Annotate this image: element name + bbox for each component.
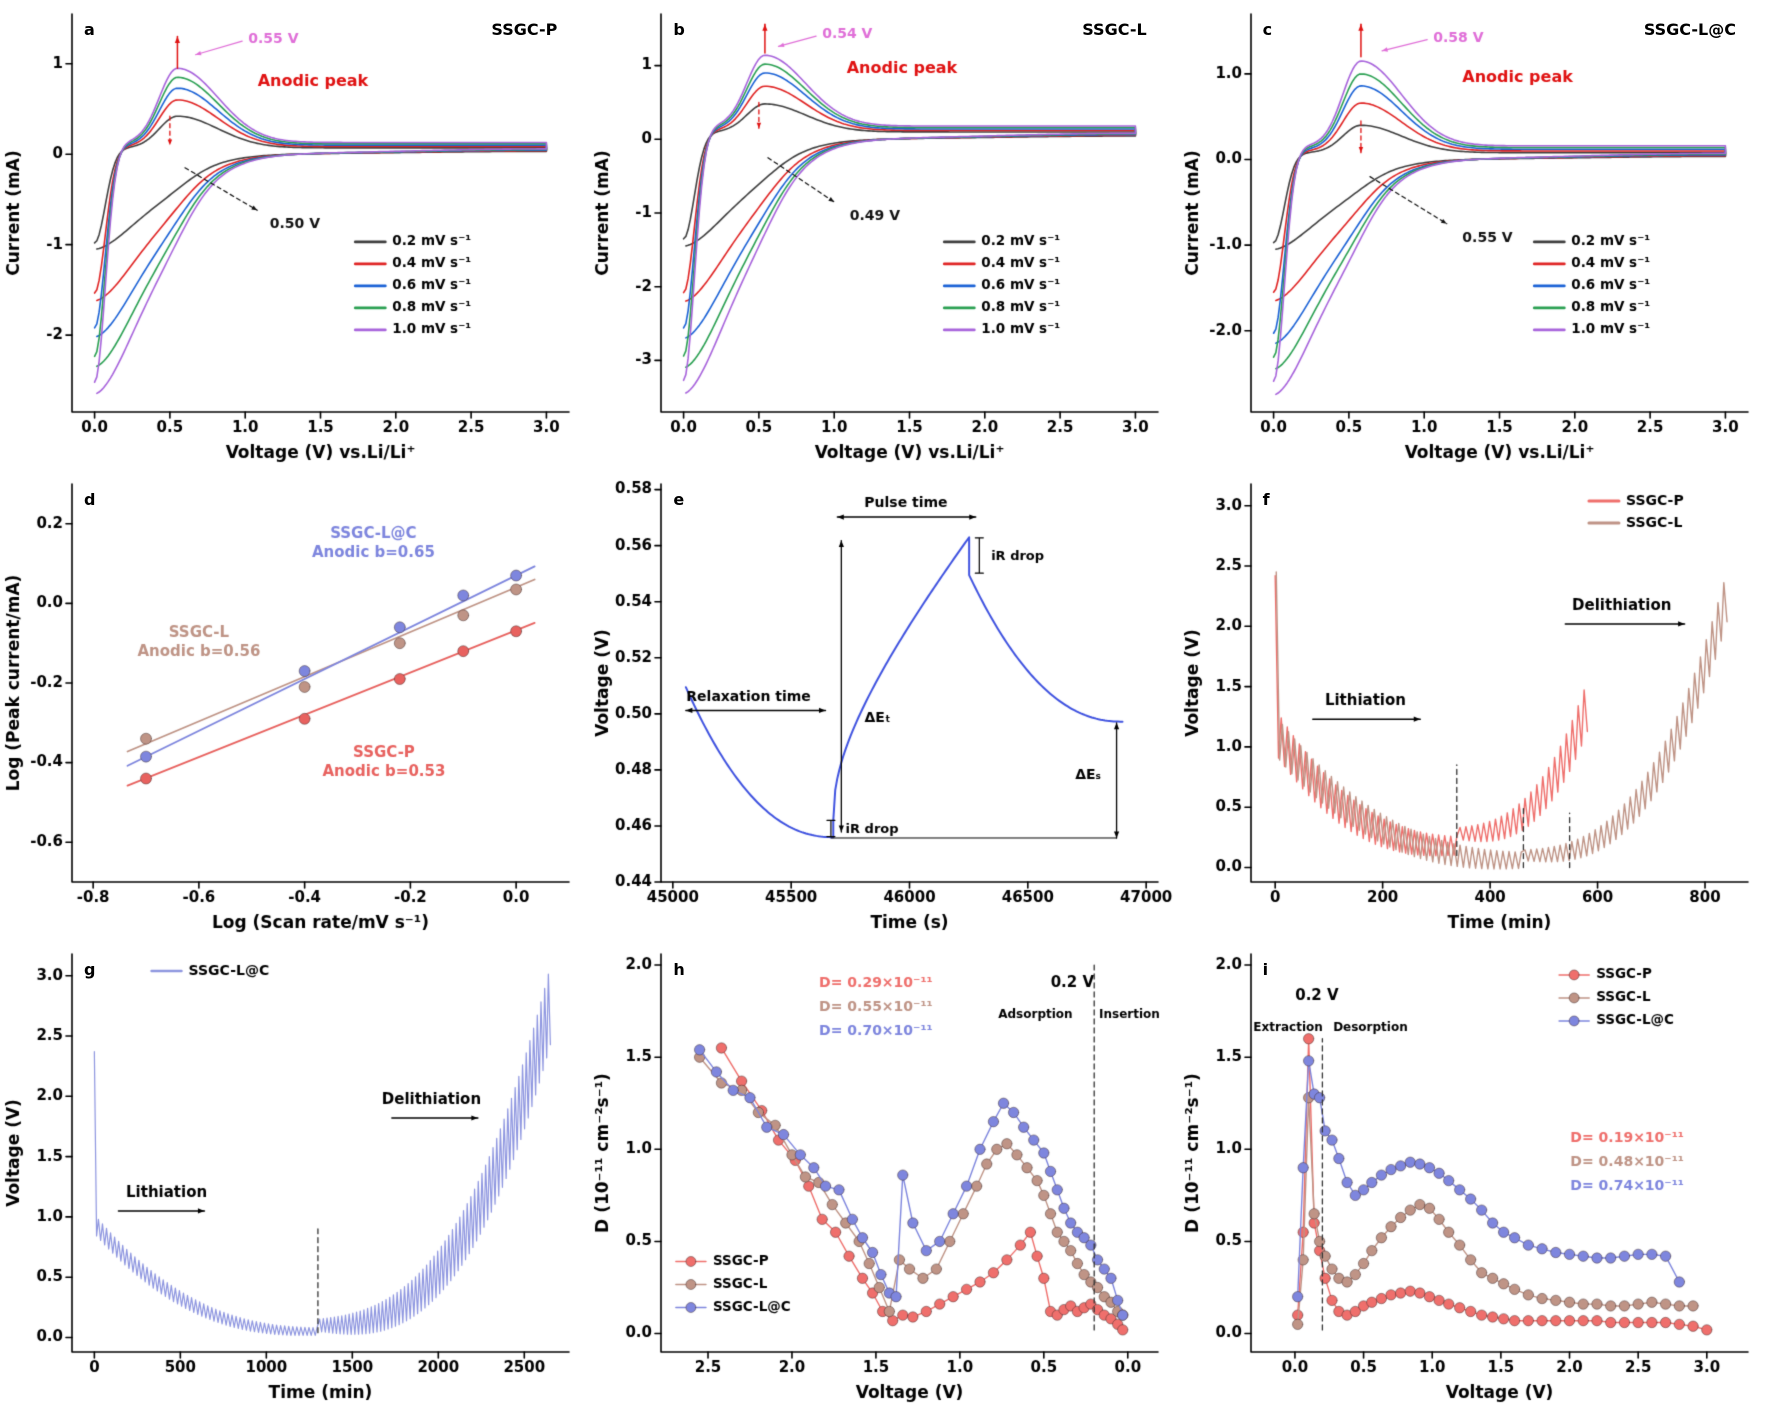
panel-d: d <box>0 470 589 940</box>
panel-b: b SSGC-L <box>589 0 1179 470</box>
panel-i-canvas <box>1178 940 1768 1410</box>
panel-g-canvas <box>0 940 589 1410</box>
panel-a-letter: a <box>84 20 95 39</box>
panel-h-letter: h <box>673 960 685 979</box>
panel-i-letter: i <box>1262 960 1269 979</box>
panel-c-canvas <box>1178 0 1768 470</box>
panel-c-title: SSGC-L@C <box>1643 20 1736 39</box>
panel-b-letter: b <box>673 20 685 39</box>
panel-a: a SSGC-P <box>0 0 589 470</box>
panel-e: e <box>589 470 1179 940</box>
panel-e-letter: e <box>673 490 685 509</box>
panel-d-letter: d <box>84 490 96 509</box>
panel-e-canvas <box>589 470 1179 940</box>
panel-g: g <box>0 940 589 1410</box>
panel-b-canvas <box>589 0 1179 470</box>
panel-c: c SSGC-L@C <box>1178 0 1768 470</box>
panel-f: f <box>1178 470 1768 940</box>
panel-i: i <box>1178 940 1768 1410</box>
panel-f-canvas <box>1178 470 1768 940</box>
panel-b-title: SSGC-L <box>1082 20 1147 39</box>
panel-c-letter: c <box>1262 20 1273 39</box>
panel-f-letter: f <box>1262 490 1270 509</box>
panel-h-canvas <box>589 940 1179 1410</box>
panel-g-letter: g <box>84 960 96 979</box>
panel-a-canvas <box>0 0 589 470</box>
panel-d-canvas <box>0 470 589 940</box>
panel-a-title: SSGC-P <box>491 20 558 39</box>
panel-h: h <box>589 940 1179 1410</box>
